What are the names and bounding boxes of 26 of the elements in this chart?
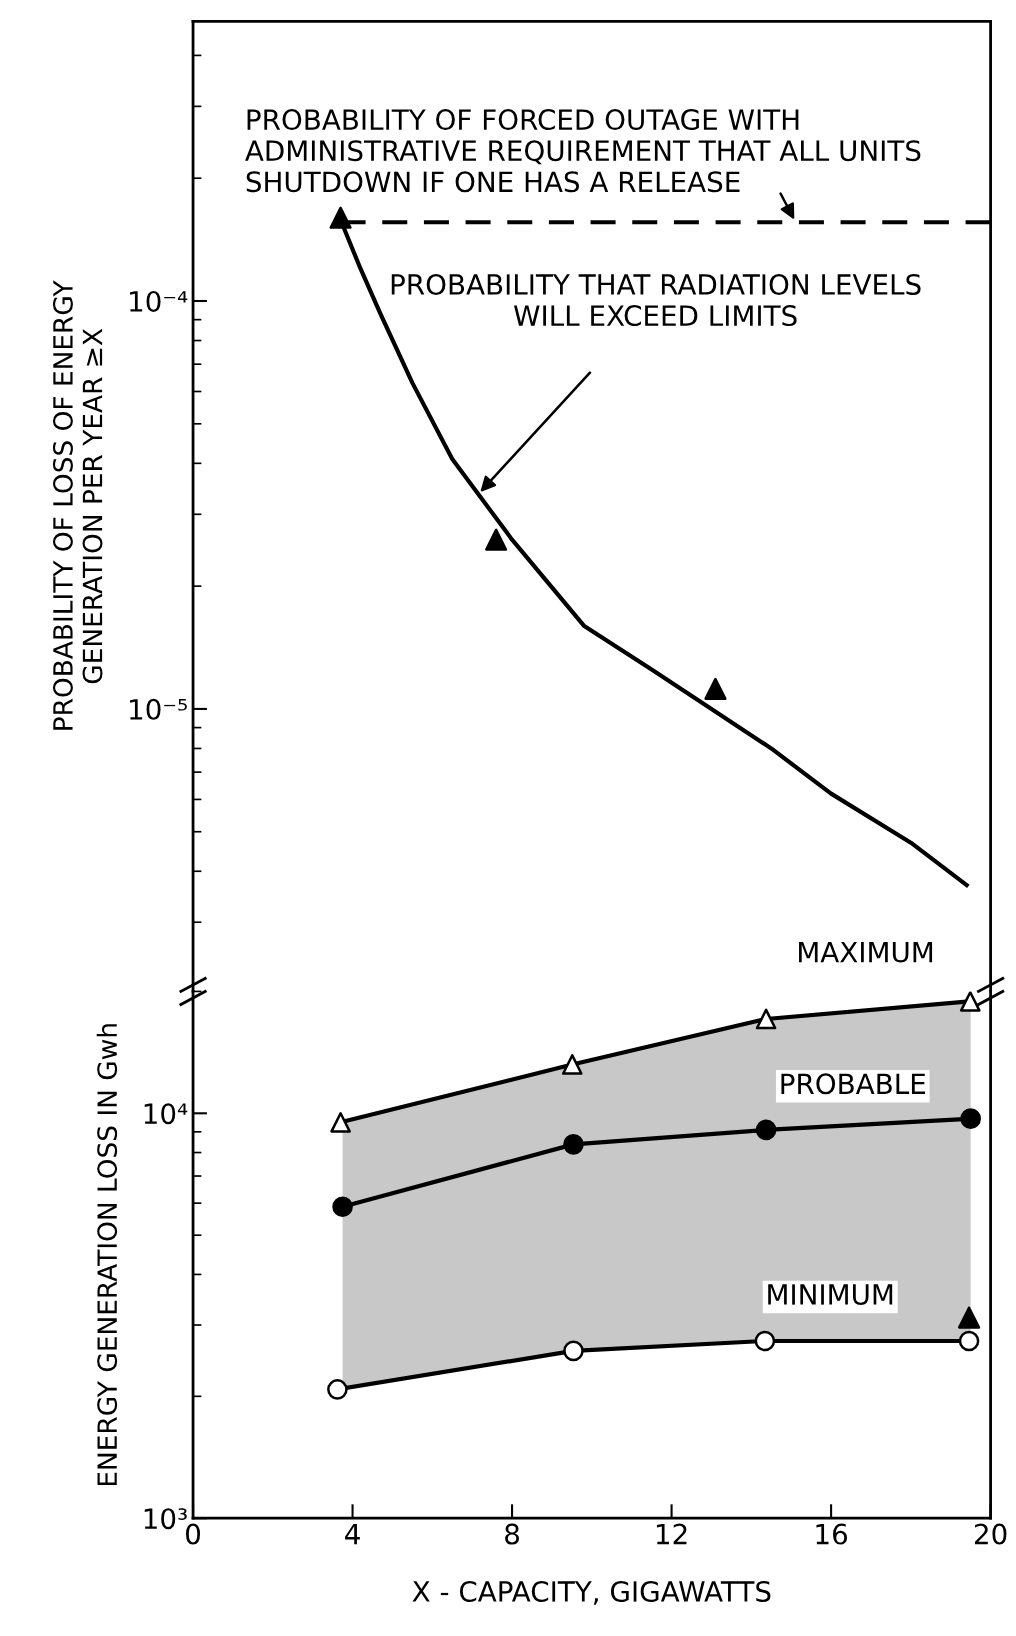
point (959, 991, 981, 1012)
point (957, 1306, 981, 1329)
series-label: PROBABILITY OF FORCED OUTAGE WITH ADMINISTRATIVE REQUIREMENT THAT ALL UNITS SHUTDOWN IF ONE HAS A RELEASE (245, 109, 921, 193)
point (329, 206, 352, 229)
y-tick-label: 10⁻⁵ (130, 698, 187, 720)
x-tick-label: 20 (974, 1523, 1007, 1545)
series-label: MAXIMUM (799, 941, 933, 963)
point (561, 1054, 583, 1075)
y-tick-label: 10⁻⁴ (130, 290, 188, 312)
x-axis-title: X - CAPACITY, GIGAWATTS (412, 1581, 771, 1605)
x-tick-label: 16 (816, 1523, 848, 1545)
point (330, 1112, 351, 1133)
x-tick-label: 12 (656, 1523, 687, 1545)
point (704, 677, 727, 700)
x-tick-label: 4 (345, 1523, 360, 1545)
series-label: PROBABLE (781, 1073, 926, 1095)
y-axis-title: ENERGY GENERATION LOSS IN Gwh (96, 1024, 118, 1486)
point (485, 528, 508, 551)
point (755, 1008, 777, 1030)
series-label: PROBABILITY THAT RADIATION LEVELS WILL EXCEED LIMITS (391, 274, 921, 327)
x-tick-label: 8 (505, 1523, 519, 1545)
series-label: MINIMUM (768, 1284, 893, 1306)
y-axis-title: PROBABILITY OF LOSS OF ENERGY GENERATION PER YEAR ≥X (52, 280, 103, 730)
y-tick-label: 10⁴ (144, 1103, 188, 1125)
y-tick-label: 10³ (144, 1508, 187, 1530)
x-tick-label: 0 (186, 1523, 201, 1545)
